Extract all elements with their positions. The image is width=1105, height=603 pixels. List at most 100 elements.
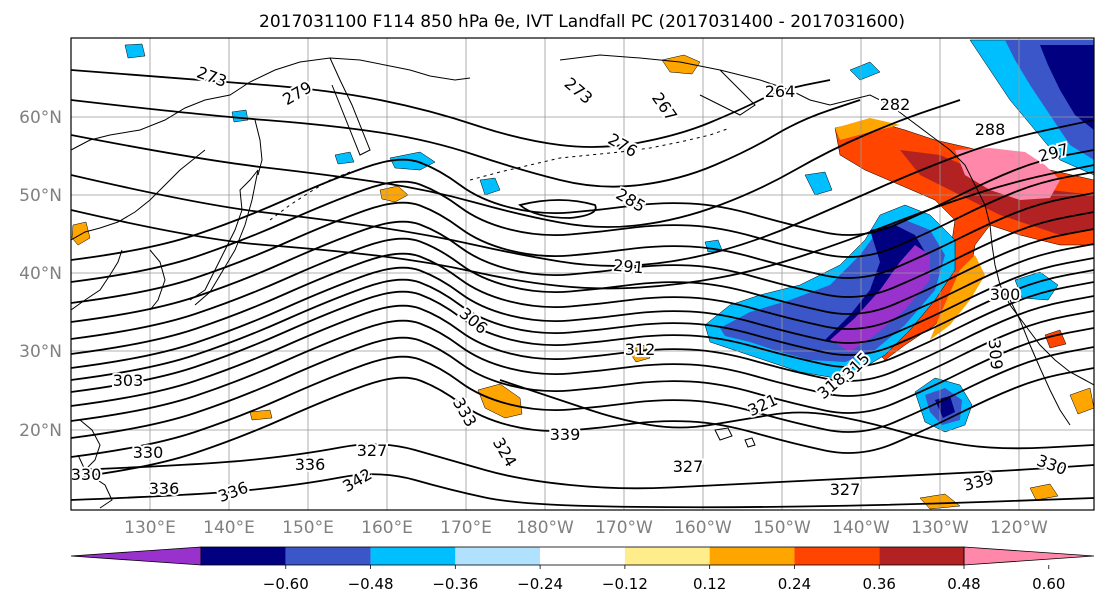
longitude-label: 180°W [516, 518, 574, 538]
latitude-label: 60°N [19, 108, 62, 128]
patch-sky-6 [124, 43, 146, 59]
theta-e-contour-line [71, 327, 1094, 439]
colorbar-bin [370, 547, 456, 565]
coastlines [71, 54, 1094, 509]
colorbar-tick-label: −0.60 [263, 575, 309, 593]
patch-sky-3 [804, 171, 833, 196]
latitude-label: 50°N [19, 186, 62, 206]
longitude-label: 140°E [203, 518, 255, 538]
theta-e-contour-line [71, 171, 1094, 283]
contour-label: 312 [625, 340, 656, 359]
patch-orange-4 [661, 54, 701, 75]
negative-anomaly-navy-ne [1040, 45, 1094, 130]
contour-label: 309 [985, 338, 1007, 370]
colorbar-frame [200, 546, 965, 566]
contour-label: 330 [133, 443, 164, 462]
latitude-label: 40°N [19, 264, 62, 284]
patch-sky-9 [231, 109, 249, 123]
colorbar-tick-label: 0.60 [1032, 575, 1065, 593]
colorbar-bin [709, 547, 795, 565]
colorbar-bin [624, 547, 710, 565]
theta-e-contour-line [71, 211, 1094, 323]
theta-e-contour-line [71, 119, 1094, 267]
theta-e-contour-line [71, 346, 1094, 458]
patch-orange-9 [1029, 483, 1059, 501]
map-title: 2017031100 F114 850 hPa θe, IVT Landfall… [259, 12, 905, 32]
theta-e-contour-line [71, 228, 1094, 340]
theta-e-contour-line [71, 269, 1094, 381]
patch-sky-5 [334, 151, 355, 165]
longitude-label: 120°W [990, 518, 1048, 538]
patch-sky-2 [479, 177, 501, 196]
theta-e-contour-line [71, 164, 1094, 290]
theta-e-contour-line [71, 99, 861, 188]
theta-e-contour-line [499, 379, 1094, 450]
colorbar-tick-label: −0.36 [432, 575, 478, 593]
colorbar-bin [455, 547, 541, 565]
theta-e-contour-line [71, 69, 831, 148]
colorbar-tick-label: −0.24 [517, 575, 563, 593]
contour-label: 282 [880, 95, 911, 114]
theta-e-contour-line [71, 310, 1094, 422]
patch-orange-5 [627, 344, 651, 363]
patch-orange-8 [249, 409, 273, 421]
patch-sky-8 [849, 61, 881, 81]
contour-label: 327 [357, 441, 388, 460]
theta-e-contour-line [71, 257, 1094, 369]
contour-label: 327 [830, 480, 861, 499]
latitude-label: 30°N [19, 342, 62, 362]
colorbar-bin [201, 547, 286, 565]
contour-label: 327 [673, 457, 704, 476]
contour-label: 336 [295, 455, 326, 474]
colorbar: −0.60 −0.48 −0.36 −0.24 −0.12 0.12 0.24 0.36 0.4… [70, 546, 1095, 593]
contour-label: 300 [990, 285, 1021, 304]
theta-e-contour-line [71, 281, 1094, 393]
colorbar-tick-label: −0.48 [348, 575, 394, 593]
contour-label: 330 [71, 465, 102, 484]
contour-label: 339 [550, 425, 581, 444]
contour-label: 336 [149, 479, 180, 498]
longitude-labels: 130°E 140°E 150°E 160°E 170°E 180°W 170°W 160°W… [124, 518, 1048, 538]
positive-anomaly-firebrick [900, 150, 1094, 235]
latitude-label: 20°N [19, 421, 62, 441]
theta-e-contour-line [518, 199, 597, 219]
colorbar-bin [540, 547, 625, 565]
longitude-label: 150°W [753, 518, 811, 538]
colorbar-tick-label: −0.12 [602, 575, 648, 593]
theta-e-contour-line [71, 473, 1094, 509]
contour-label: 291 [612, 256, 644, 278]
patch-orange-6 [1069, 387, 1094, 415]
longitude-label: 130°W [911, 518, 969, 538]
contour-label: 288 [975, 120, 1006, 139]
longitude-label: 140°W [832, 518, 890, 538]
colorbar-bin [879, 547, 964, 565]
negative-anomaly-navy [825, 225, 925, 345]
colorbar-tick-label: 0.48 [947, 575, 980, 593]
theta-e-contour-line [71, 367, 1094, 479]
latitude-labels: 60°N 50°N 40°N 30°N 20°N [19, 108, 62, 441]
colorbar-extend-low [70, 546, 202, 566]
longitude-label: 160°E [361, 518, 413, 538]
positive-anomaly-orange-edge [835, 118, 900, 140]
theta-e-contours [71, 69, 1094, 509]
contour-label: 303 [113, 371, 144, 390]
colorbar-bin [794, 547, 880, 565]
longitude-label: 170°E [440, 518, 492, 538]
theta-e-contour-line [71, 443, 1094, 490]
colorbar-tick-label: 0.12 [693, 575, 726, 593]
colorbar-tick-label: 0.36 [863, 575, 896, 593]
positive-anomaly-orange-south [930, 255, 985, 340]
colorbar-bin [285, 547, 371, 565]
theta-e-contour-line [71, 99, 961, 228]
colorbar-tick-label: 0.24 [778, 575, 811, 593]
negative-anomaly-purple [830, 245, 930, 352]
map-border [70, 37, 1095, 511]
contour-label: 264 [765, 82, 796, 101]
longitude-label: 160°W [674, 518, 732, 538]
colorbar-extend-high [963, 546, 1095, 566]
theta-e-contour-line [71, 243, 1094, 355]
theta-e-contour-line [71, 192, 1094, 304]
